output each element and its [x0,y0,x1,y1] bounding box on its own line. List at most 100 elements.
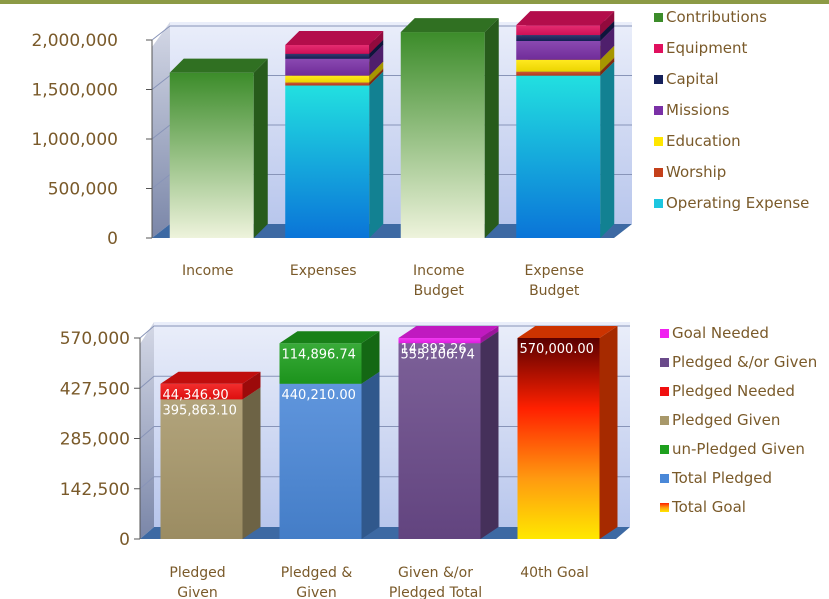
bar-front [285,75,370,83]
legend-item: Pledged Needed [660,382,795,400]
bar-side [369,68,384,86]
legend-item: Pledged Given [660,411,780,429]
legend-label: Goal Needed [672,324,769,342]
bar-segment [398,326,499,344]
legend-item: Contributions [654,8,767,26]
legend-item: Worship [654,163,726,181]
bar-front [400,32,485,238]
y-tick-label: 500,000 [48,180,118,200]
plot-side-wall [140,322,154,539]
legend-swatch [660,358,669,367]
data-label: 570,000.00 [520,342,594,357]
bar-side [600,11,615,36]
x-category-label: Budget [414,283,465,299]
bar-side [361,371,380,539]
bar-top [285,30,384,45]
y-tick-label: 142,500 [60,480,130,500]
header-strip [0,0,829,4]
y-tick-label: 0 [107,229,118,249]
data-label: 44,346.90 [163,388,229,403]
bar-segment [398,331,499,539]
bar-front [160,399,243,539]
legend-swatch [654,13,663,22]
bar-front [516,25,601,36]
legend-item: Missions [654,101,730,119]
bar-front [160,383,243,400]
legend-swatch [654,199,663,208]
y-tick-label: 1,500,000 [31,81,118,101]
y-tick-label: 570,000 [60,329,130,349]
gridline-side [139,426,155,439]
legend-label: Pledged Given [672,411,780,429]
bar-top [517,326,618,338]
x-category-label: Given [177,585,218,599]
bar-front [516,59,601,72]
legend-swatch [654,75,663,84]
x-category-label: Given [296,585,337,599]
legend-swatch [660,474,669,483]
y-tick-label: 427,500 [60,379,130,399]
bar-front [279,343,362,384]
bar-side [600,57,615,76]
bar-front [398,343,481,539]
x-category-label: Pledged & [281,565,353,581]
bar-side [484,18,499,238]
bar-side [361,331,380,384]
bar-side [600,26,615,60]
bar-side [253,58,268,238]
x-category-label: Given &/or [398,565,473,581]
data-label: 114,896.74 [282,347,356,362]
x-category-label: Income [413,263,465,279]
data-label: 395,863.10 [163,403,237,418]
x-category-label: Pledged [169,565,225,581]
gridline-side [151,25,171,41]
bar-segment [279,331,380,384]
bar-front [285,44,370,54]
bar-front [516,35,601,41]
bar-side [599,326,618,539]
legend-label: Equipment [666,39,748,57]
x-category-label: Budget [529,283,580,299]
legend-item: Capital [654,70,719,88]
legend-label: Pledged Needed [672,382,795,400]
bar-segment [160,371,261,400]
bar-top [279,331,380,344]
bar-segment [516,11,615,36]
bar-side [480,331,499,539]
bar-front [285,85,370,238]
bar-front [169,72,254,238]
gridline-side [151,75,171,90]
bar-segment [279,371,380,539]
legend-swatch [654,137,663,146]
gridline-side [151,124,171,140]
bar-side [600,45,615,72]
bar-front [285,82,370,86]
legend-label: Total Pledged [671,469,772,487]
x-category-label: Income [182,263,234,279]
legend-swatch [660,387,669,396]
bar-side [369,44,384,76]
bar-top [160,371,261,384]
legend-label: Education [666,132,741,150]
x-category-label: Expense [525,263,584,279]
legend-label: Capital [666,70,719,88]
y-tick-label: 2,000,000 [31,31,118,51]
plot-side-wall [152,22,170,238]
legend-label: un-Pledged Given [672,440,805,458]
legend-item: Total Goal [660,498,746,516]
legend-swatch [660,329,669,338]
bar-top [516,11,615,26]
bar-segment [517,326,618,539]
legend-label: Missions [666,101,730,119]
bar-segment [169,58,268,238]
x-category-label: 40th Goal [520,565,589,581]
x-category-label: Expenses [290,263,357,279]
legend-label: Operating Expense [666,194,809,212]
legend-swatch [660,445,669,454]
chart-1: 0 500,000 1,000,000 1,500,000 2,000,000 Incom… [31,8,809,299]
bar-segment [285,71,384,238]
gridline-side [151,174,171,189]
x-category-label: Pledged Total [389,585,482,599]
bar-segment [285,30,384,54]
